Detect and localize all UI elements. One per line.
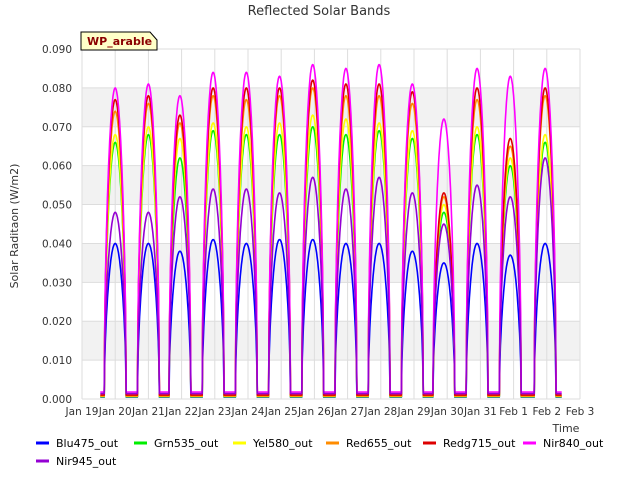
site-badge-label: WP_arable: [87, 35, 152, 48]
x-tick-label: Jan 30: [430, 406, 464, 418]
legend-item-red655_out: Red655_out: [326, 437, 412, 450]
legend-item-redg715_out: Redg715_out: [423, 437, 516, 450]
x-axis: Jan 19 Jan 20 Jan 21 Jan 22 Jan 23 Jan 24 Jan …: [65, 406, 595, 418]
x-tick-label: Jan 26: [297, 406, 331, 418]
series-lines: [100, 63, 562, 398]
chart-title: Reflected Solar Bands: [248, 4, 391, 19]
grid-lines: [81, 48, 581, 400]
series-line-nir840_out: [100, 63, 562, 393]
y-tick-label: 0.000: [42, 394, 72, 406]
legend-label: Redg715_out: [443, 437, 516, 450]
legend-label: Grn535_out: [154, 437, 219, 450]
legend-item-nir945_out: Nir945_out: [36, 455, 117, 468]
y-tick-label: 0.090: [42, 44, 72, 56]
y-axis: 0.000 0.010 0.020 0.030 0.040 0.050 0.060 0.070…: [42, 44, 72, 406]
y-tick-label: 0.070: [42, 122, 72, 134]
background-band: [82, 243, 580, 283]
x-axis-title: Time: [552, 422, 580, 435]
y-tick-label: 0.050: [42, 200, 72, 212]
legend-item-grn535_out: Grn535_out: [134, 437, 219, 450]
background-band: [82, 165, 580, 205]
legend-label: Red655_out: [346, 437, 412, 450]
x-tick-label: Jan 29: [397, 406, 431, 418]
y-tick-label: 0.010: [42, 355, 72, 367]
legend-item-yel580_out: Yel580_out: [233, 437, 313, 450]
series-line-nir945_out: [100, 157, 562, 395]
site-badge: WP_arable: [80, 31, 158, 51]
y-tick-label: 0.040: [42, 238, 72, 250]
y-axis-title: Solar Raditaon (W/m2): [8, 164, 21, 289]
x-tick-label: Feb 2: [532, 406, 561, 418]
series-line-redg715_out: [100, 79, 562, 396]
legend-label: Nir945_out: [56, 455, 117, 468]
x-tick-label: Jan 25: [264, 406, 298, 418]
x-tick-label: Jan 27: [330, 406, 364, 418]
y-tick-label: 0.020: [42, 316, 72, 328]
legend-item-nir840_out: Nir840_out: [523, 437, 604, 450]
legend-label: Yel580_out: [252, 437, 313, 450]
y-tick-label: 0.060: [42, 161, 72, 173]
plot-background: [82, 49, 580, 399]
x-tick-label: Jan 22: [164, 406, 198, 418]
x-tick-label: Jan 24: [231, 406, 265, 418]
legend-label: Nir840_out: [543, 437, 604, 450]
x-tick-label: Jan 28: [363, 406, 397, 418]
x-tick-label: Jan 21: [131, 406, 165, 418]
legend-label: Blu475_out: [56, 437, 119, 450]
x-tick-label: Feb 1: [499, 406, 528, 418]
background-band: [82, 87, 580, 127]
legend: Blu475_out Grn535_out Yel580_out Red655_out…: [36, 437, 604, 468]
x-tick-label: Jan 31: [463, 406, 497, 418]
y-tick-label: 0.080: [42, 83, 72, 95]
legend-item-blu475_out: Blu475_out: [36, 437, 119, 450]
x-tick-label: Jan 20: [98, 406, 132, 418]
x-tick-label: Feb 3: [566, 406, 595, 418]
x-tick-label: Jan 19: [65, 406, 99, 418]
background-band: [82, 321, 580, 361]
x-tick-label: Jan 23: [197, 406, 231, 418]
y-tick-label: 0.030: [42, 277, 72, 289]
